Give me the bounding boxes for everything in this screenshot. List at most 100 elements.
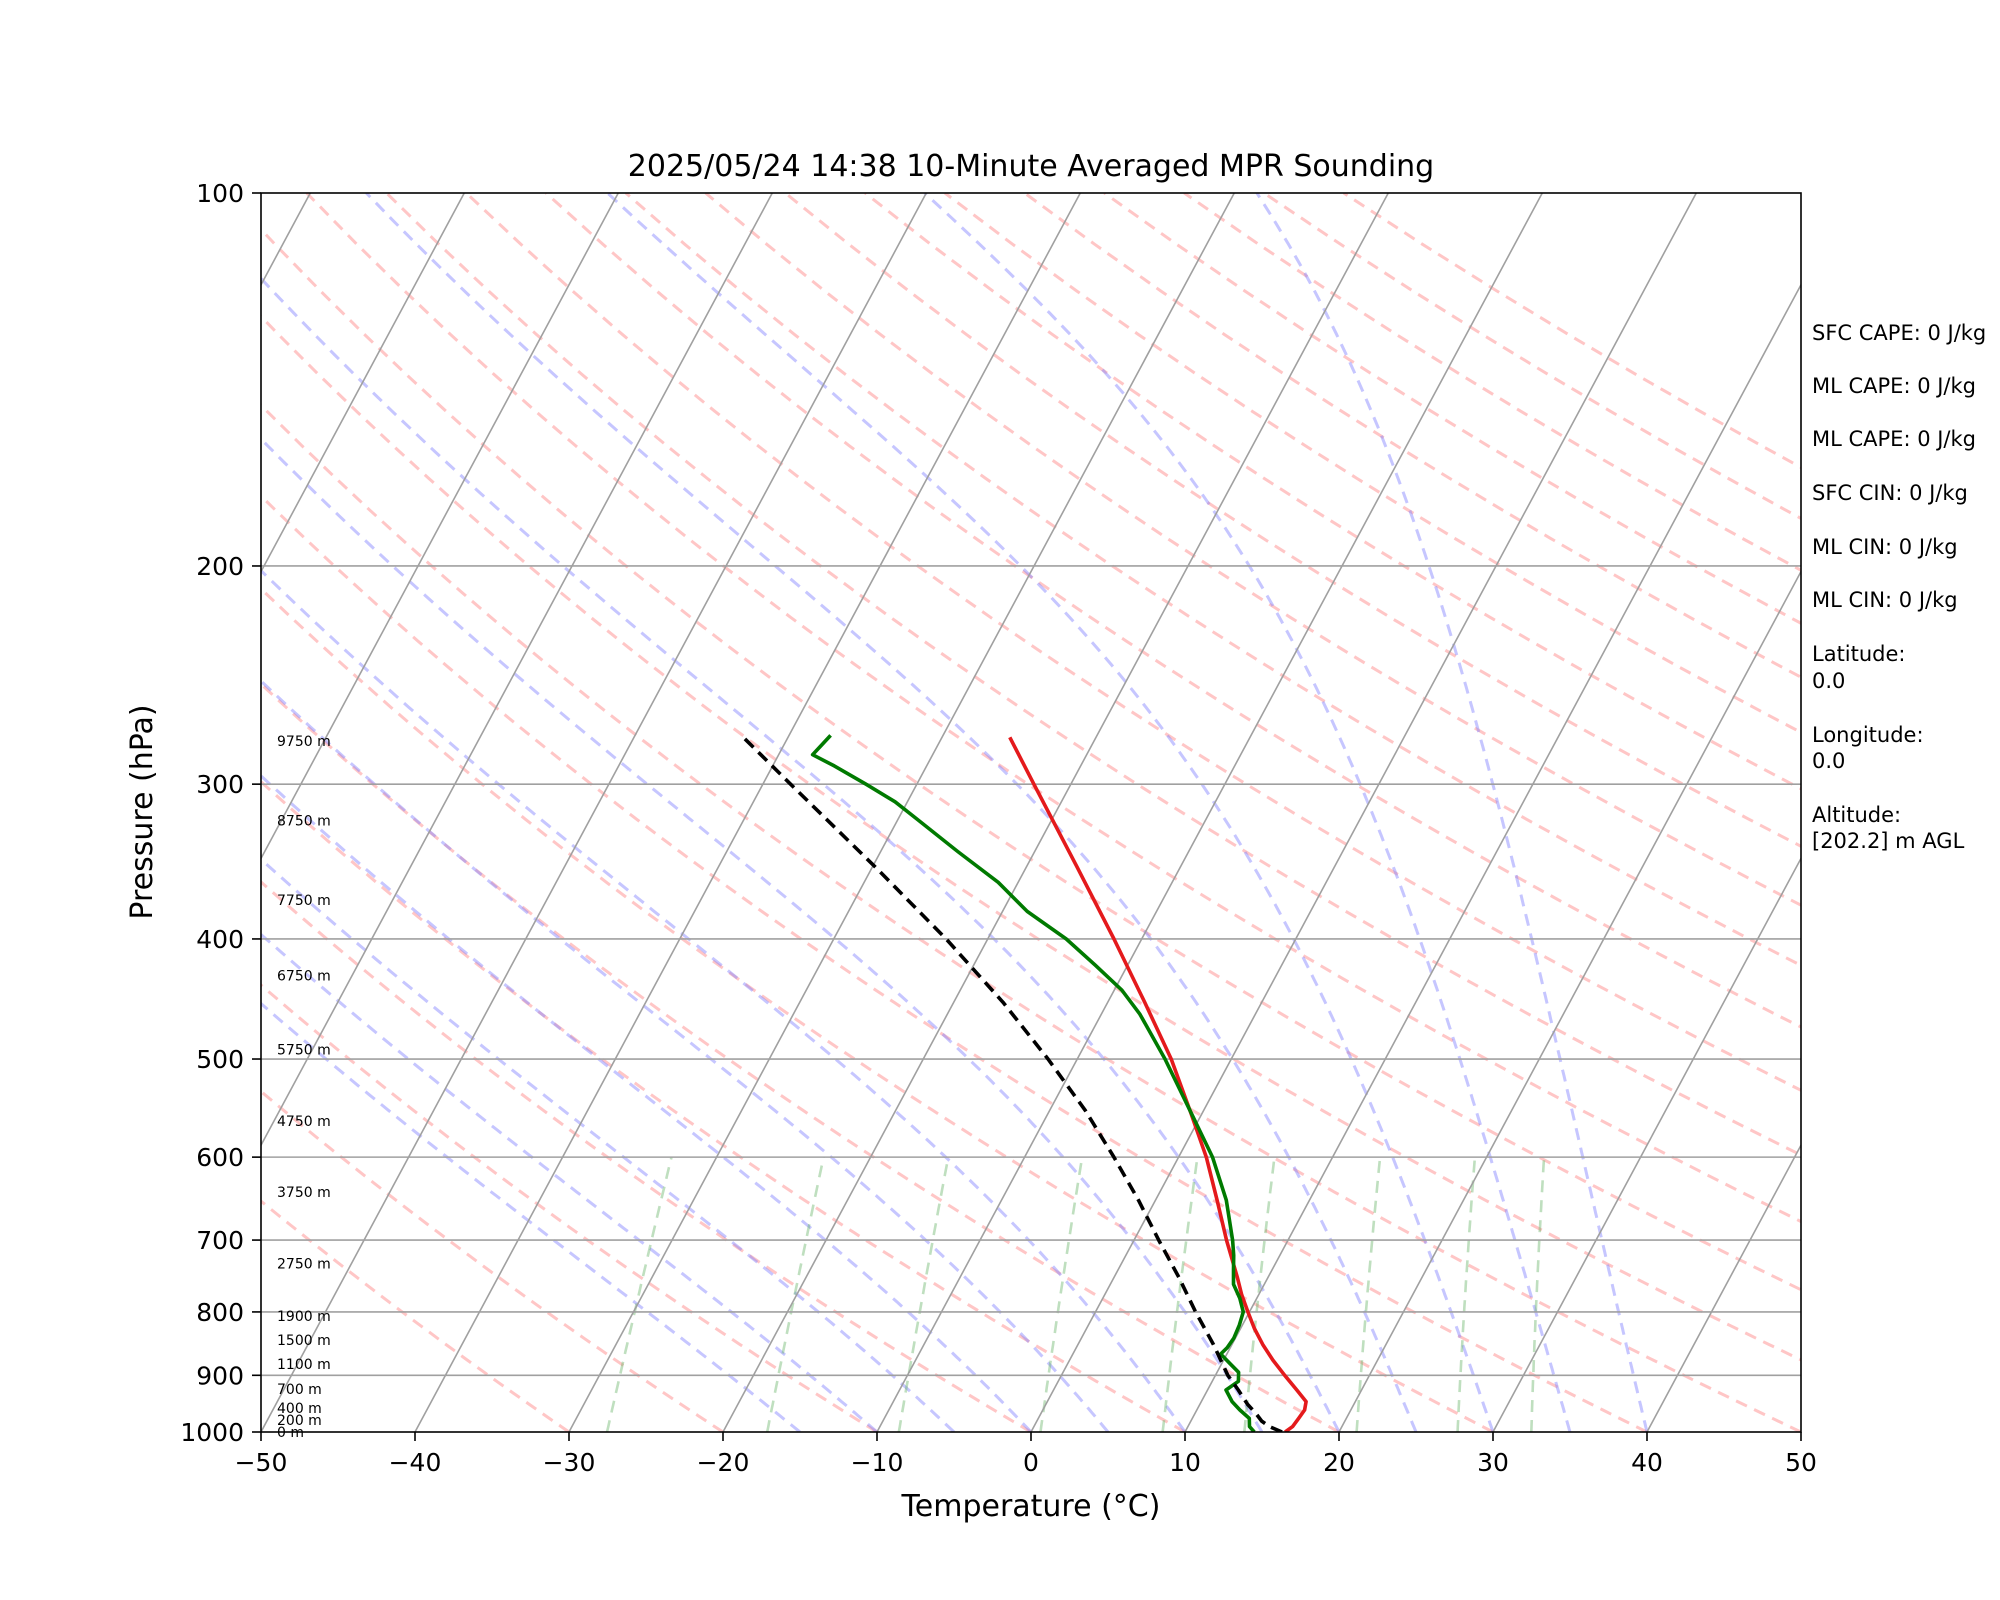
isotherm: [261, 193, 619, 861]
x-tick-label: −50: [235, 1448, 288, 1477]
x-tick-label: 40: [1631, 1448, 1663, 1477]
height-label: 1900 m: [277, 1309, 331, 1325]
info-ml-cin-1: ML CIN: 0 J/kg: [1812, 535, 1958, 559]
x-tick-label: 30: [1477, 1448, 1509, 1477]
moist-adiabat: [261, 568, 1187, 1432]
x-tick-label: 20: [1323, 1448, 1355, 1477]
reference-lines: [0, 193, 1801, 1432]
mixing-ratio-line: [1161, 1156, 1199, 1432]
info-altitude-label: Altitude:: [1812, 803, 1901, 827]
isotherm: [568, 193, 1235, 1432]
info-sfc-cin: SFC CIN: 0 J/kg: [1812, 481, 1968, 505]
info-ml-cin-2: ML CIN: 0 J/kg: [1812, 588, 1958, 612]
isotherm: [1184, 283, 1801, 1432]
x-axis-label: Temperature (°C): [901, 1489, 1161, 1524]
isotherm: [1492, 856, 1801, 1432]
dry-adiabat: [261, 586, 1494, 1432]
data-lines: [742, 734, 1308, 1432]
y-tick-label: 200: [196, 552, 244, 581]
moist-adiabat: [261, 436, 1264, 1432]
info-latitude-label: Latitude:: [1812, 642, 1906, 666]
height-label: 200 m: [277, 1413, 322, 1429]
dewpoint-line: [810, 734, 1256, 1432]
chart-title: 2025/05/24 14:38 10-Minute Averaged MPR …: [628, 149, 1434, 184]
dry-adiabat: [305, 193, 1801, 1224]
height-label: 400 m: [277, 1401, 322, 1417]
dry-adiabat: [261, 403, 1801, 1432]
y-tick-label: 900: [196, 1361, 244, 1390]
y-tick-label: 300: [196, 770, 244, 799]
dry-adiabat: [704, 193, 1801, 907]
moist-adiabat: [365, 193, 1418, 1432]
dry-adiabat: [261, 493, 1648, 1432]
mixing-ratio-line: [1355, 1156, 1382, 1432]
moist-adiabat: [261, 678, 1110, 1432]
isotherm: [876, 193, 1543, 1432]
y-tick-label: 1000: [180, 1418, 244, 1447]
info-ml-cape-2: ML CAPE: 0 J/kg: [1812, 427, 1976, 451]
height-label: 0 m: [277, 1425, 304, 1441]
x-tick-label: 0: [1023, 1448, 1039, 1477]
dry-adiabat: [261, 779, 1186, 1432]
moist-adiabat: [261, 1001, 801, 1432]
dry-adiabat: [261, 681, 1340, 1432]
dry-adiabat: [544, 193, 1801, 1029]
y-tick-label: 400: [196, 925, 244, 954]
x-axis: −50 −40 −30 −20 −10 0 10 20 30 40 50: [235, 1432, 1817, 1477]
isotherm: [1338, 569, 1801, 1432]
dry-adiabat: [784, 193, 1801, 848]
height-label: 9750 m: [277, 734, 331, 750]
moist-adiabat: [606, 193, 1495, 1432]
dry-adiabat: [261, 983, 878, 1432]
x-tick-label: 10: [1169, 1448, 1201, 1477]
mixing-ratio-line: [897, 1156, 950, 1432]
isotherm: [0, 193, 2, 1432]
info-altitude-value: [202.2] m AGL: [1812, 829, 1965, 853]
isotherm: [1646, 1143, 1801, 1432]
y-tick-label: 800: [196, 1298, 244, 1327]
height-label: 5750 m: [277, 1042, 331, 1058]
dry-adiabat: [385, 193, 1801, 1157]
y-tick-label: 100: [196, 179, 244, 208]
y-axis: 1000 900 800 700 600 500 400 300 200 100: [180, 179, 261, 1447]
info-latitude-value: 0.0: [1812, 669, 1845, 693]
dry-adiabat: [261, 1089, 724, 1432]
parcel-line: [742, 736, 1283, 1432]
y-tick-label: 700: [196, 1226, 244, 1255]
x-tick-label: −30: [543, 1448, 596, 1477]
height-label: 4750 m: [277, 1114, 331, 1130]
temperature-line: [1008, 736, 1308, 1432]
isotherm: [261, 193, 927, 1432]
dry-adiabat: [261, 880, 1032, 1432]
isotherm: [261, 193, 465, 574]
dry-adiabat: [864, 193, 1801, 791]
y-tick-label: 500: [196, 1045, 244, 1074]
height-label: 3750 m: [277, 1185, 331, 1201]
height-label: 7750 m: [277, 893, 331, 909]
mixing-ratio-line: [1530, 1157, 1546, 1432]
info-ml-cape-1: ML CAPE: 0 J/kg: [1812, 374, 1976, 398]
y-axis-label: Pressure (hPa): [125, 704, 160, 919]
info-panel: SFC CAPE: 0 J/kg ML CAPE: 0 J/kg ML CAPE…: [1812, 321, 1986, 853]
moist-adiabat: [923, 193, 1572, 1432]
height-label: 2750 m: [277, 1256, 331, 1272]
isotherm: [722, 193, 1389, 1432]
dry-adiabat: [261, 227, 1801, 1292]
height-label: 700 m: [277, 1382, 322, 1398]
info-longitude-value: 0.0: [1812, 749, 1845, 773]
x-tick-label: −40: [389, 1448, 442, 1477]
mixing-ratio-line: [1039, 1156, 1084, 1432]
moist-adiabat: [261, 857, 956, 1432]
x-tick-label: 50: [1785, 1448, 1817, 1477]
moist-adiabat: [261, 276, 1341, 1432]
y-tick-label: 600: [196, 1143, 244, 1172]
info-sfc-cape: SFC CAPE: 0 J/kg: [1812, 321, 1986, 345]
info-longitude-label: Longitude:: [1812, 723, 1924, 747]
moist-adiabat: [1255, 193, 1649, 1432]
moist-adiabat: [261, 773, 1033, 1432]
dry-adiabat: [261, 314, 1801, 1362]
x-tick-label: −20: [697, 1448, 750, 1477]
isotherm: [1030, 193, 1697, 1432]
